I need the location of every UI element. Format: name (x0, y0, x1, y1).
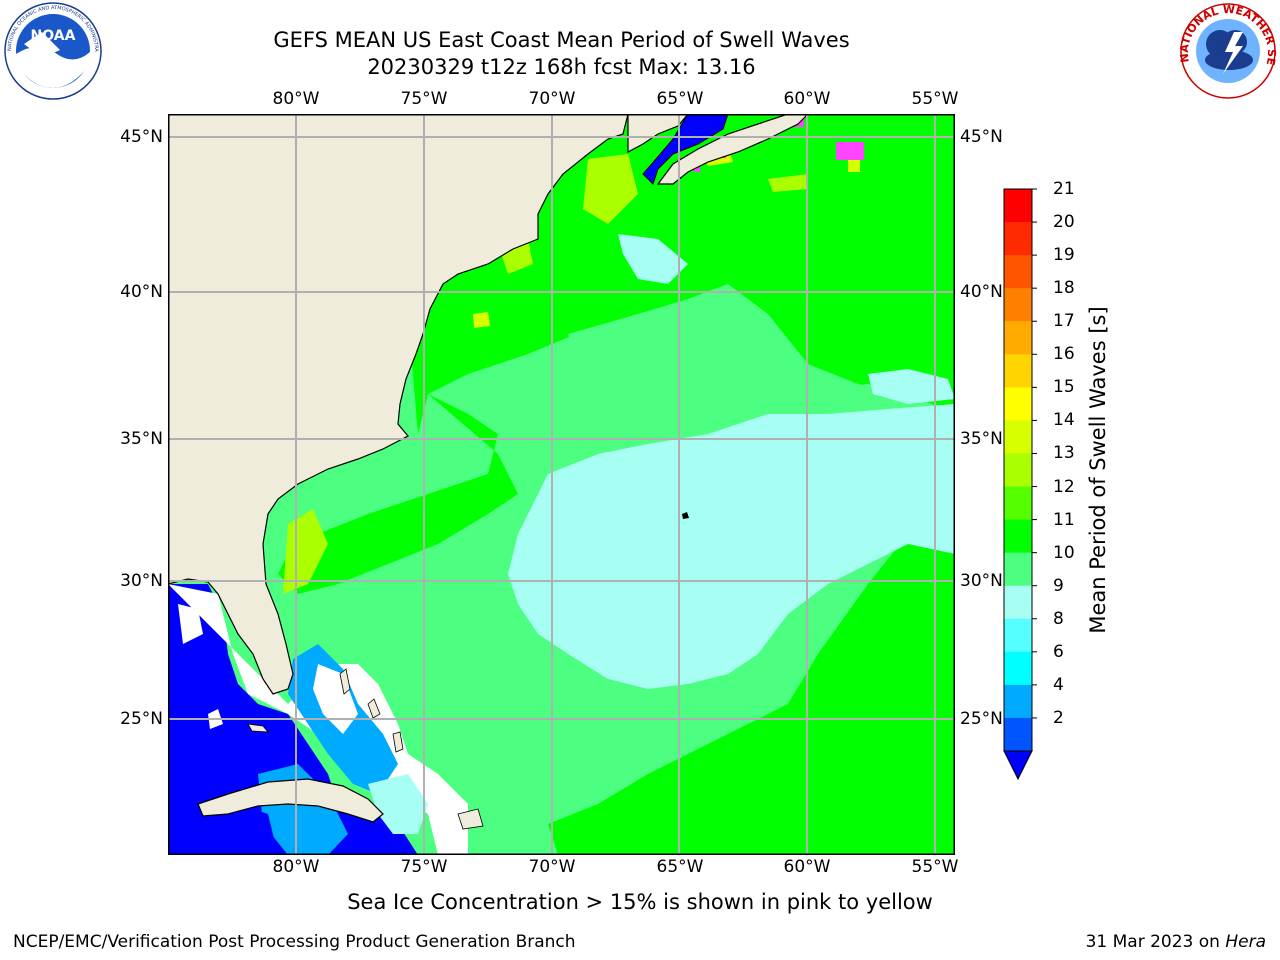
footer-date-text: 31 Mar 2023 on (1085, 932, 1226, 952)
nws-logo: NATIONAL WEATHER SERVICE (1177, 2, 1278, 99)
footer-date: 31 Mar 2023 on Hera (1086, 932, 1266, 952)
colorbar-tick-label: 20 (1053, 212, 1075, 233)
colorbar-segment (1004, 354, 1032, 388)
footer-credit: NCEP/EMC/Verification Post Processing Pr… (13, 932, 576, 952)
lon-label-bottom: 55°W (911, 857, 959, 877)
colorbar-tick-label: 14 (1053, 410, 1075, 431)
colorbar-tick-label: 6 (1053, 641, 1064, 662)
colorbar-segment (1004, 420, 1032, 454)
lat-label-left: 30°N (120, 571, 163, 591)
colorbar (1003, 188, 1037, 781)
colorbar-tick-label: 8 (1053, 608, 1064, 629)
lon-label-bottom: 70°W (528, 857, 576, 877)
colorbar-segment (1004, 552, 1032, 587)
colorbar-tick-label: 2 (1053, 707, 1064, 728)
colorbar-tick-label: 4 (1053, 674, 1064, 695)
colorbar-segment (1004, 618, 1032, 653)
colorbar-tick-label: 16 (1053, 344, 1075, 365)
colorbar-tick-label: 15 (1053, 377, 1075, 398)
swell-zone-yellowgreen (583, 154, 638, 224)
lat-label-left: 35°N (120, 429, 163, 449)
lon-label-top: 75°W (400, 89, 448, 109)
land-nova-scotia (656, 114, 809, 185)
colorbar-segment (1004, 651, 1032, 686)
colorbar-border (1003, 188, 1033, 751)
noaa-logo-text: NOAA (31, 28, 76, 44)
lat-label-right: 30°N (960, 571, 1003, 591)
colorbar-tick-label: 13 (1053, 443, 1075, 464)
lat-label-right: 45°N (960, 127, 1003, 147)
lat-label-left: 45°N (120, 127, 163, 147)
colorbar-segment (1004, 486, 1032, 521)
swell-zone-cyan (508, 404, 955, 689)
colorbar-tick-label: 19 (1053, 245, 1075, 266)
colorbar-segment (1004, 684, 1032, 719)
swell-zone-green-south (548, 494, 955, 855)
lat-label-left: 40°N (120, 282, 163, 302)
colorbar-segment (1004, 717, 1032, 752)
colorbar-tick-label: 9 (1053, 575, 1064, 596)
swell-period-map (168, 114, 955, 855)
land-cuba (197, 778, 384, 823)
colorbar-segment (1004, 255, 1032, 289)
colorbar-tick-label: 11 (1053, 509, 1075, 530)
colorbar-extend-arrow (1003, 750, 1033, 781)
map-border (168, 114, 955, 855)
lat-label-left: 25°N (120, 709, 163, 729)
lon-label-bottom: 80°W (272, 857, 320, 877)
colorbar-segment (1004, 321, 1032, 355)
swell-zone-deep (168, 584, 418, 855)
graticule (168, 114, 955, 855)
sea-ice-note: Sea Ice Concentration > 15% is shown in … (347, 890, 933, 914)
lat-label-right: 35°N (960, 429, 1003, 449)
colorbar-segment (1004, 453, 1032, 488)
colorbar-segment (1004, 387, 1032, 421)
colorbar-label: Mean Period of Swell Waves [s] (1086, 306, 1110, 634)
lon-label-top: 60°W (783, 89, 831, 109)
lon-label-top: 70°W (528, 89, 576, 109)
colorbar-tick-label: 17 (1053, 311, 1075, 332)
lat-label-right: 25°N (960, 709, 1003, 729)
colorbar-segment (1004, 288, 1032, 322)
colorbar-tick-label: 12 (1053, 476, 1075, 497)
swell-zone-coastal (278, 394, 518, 594)
footer-machine: Hera (1225, 932, 1266, 952)
lon-label-top: 65°W (656, 89, 704, 109)
noaa-logo: NOAA NATIONAL OCEANIC AND ATMOSPHERIC AD… (2, 2, 102, 100)
lon-label-top: 80°W (272, 89, 320, 109)
colorbar-segment (1004, 585, 1032, 620)
land-north-america (168, 114, 629, 695)
lon-label-bottom: 75°W (400, 857, 448, 877)
lon-label-bottom: 60°W (783, 857, 831, 877)
colorbar-tick-label: 21 (1053, 179, 1075, 199)
lon-label-top: 55°W (911, 89, 959, 109)
map-title: GEFS MEAN US East Coast Mean Period of S… (273, 28, 850, 52)
lat-label-right: 40°N (960, 282, 1003, 302)
colorbar-tick-label: 10 (1053, 542, 1075, 563)
colorbar-segment (1004, 222, 1032, 256)
lon-label-bottom: 65°W (656, 857, 704, 877)
sea-ice-patch (836, 142, 864, 160)
map-subtitle: 20230329 t12z 168h fcst Max: 13.16 (367, 55, 756, 79)
colorbar-tick-label: 18 (1053, 278, 1075, 299)
colorbar-segment (1004, 519, 1032, 554)
colorbar-segment (1004, 189, 1032, 223)
